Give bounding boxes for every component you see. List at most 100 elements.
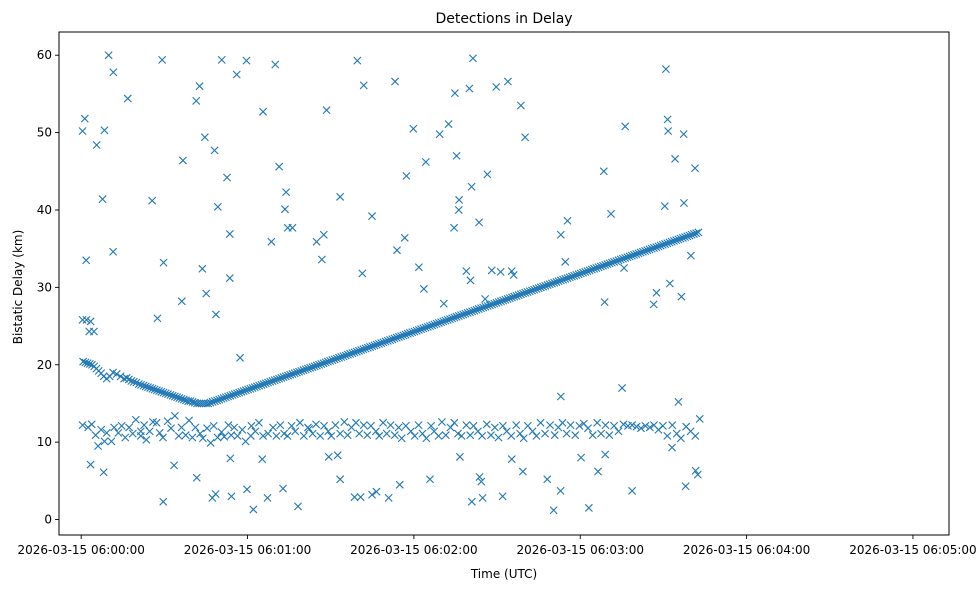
data-point-x-marker: [512, 421, 521, 430]
data-point-x-marker: [170, 461, 179, 470]
data-point-x-marker: [550, 431, 559, 440]
data-point-x-marker: [521, 288, 530, 297]
data-point-x-marker: [462, 267, 471, 276]
data-point-x-marker: [386, 421, 395, 430]
data-point-x-marker: [267, 237, 276, 246]
data-point-x-marker: [652, 243, 661, 252]
data-point-x-marker: [254, 418, 263, 427]
data-point-x-marker: [466, 276, 475, 285]
data-point-x-marker: [658, 240, 667, 249]
data-point-x-marker: [532, 431, 541, 440]
data-point-x-marker: [671, 154, 680, 163]
data-point-x-marker: [421, 323, 430, 332]
data-point-x-marker: [264, 429, 273, 438]
data-point-x-marker: [394, 332, 403, 341]
data-point-x-marker: [692, 229, 701, 238]
data-point-x-marker: [178, 156, 187, 165]
data-point-x-marker: [425, 322, 434, 331]
data-point-x-marker: [277, 373, 286, 382]
data-point-x-marker: [299, 366, 308, 375]
data-point-x-marker: [264, 378, 273, 387]
data-point-x-marker: [695, 414, 704, 423]
data-point-x-marker: [368, 490, 377, 499]
data-point-x-marker: [432, 319, 441, 328]
data-point-x-marker: [336, 429, 345, 438]
data-point-x-marker: [137, 380, 146, 389]
data-point-x-marker: [441, 431, 450, 440]
data-point-x-marker: [536, 418, 545, 427]
data-point-x-marker: [475, 218, 484, 227]
data-point-x-marker: [481, 294, 490, 303]
data-point-x-marker: [100, 126, 109, 135]
data-point-x-marker: [587, 265, 596, 274]
data-point-x-marker: [693, 470, 702, 479]
data-point-x-marker: [80, 114, 89, 123]
data-point-x-marker: [337, 353, 346, 362]
data-point-x-marker: [179, 395, 188, 404]
data-point-x-marker: [669, 236, 678, 245]
data-point-x-marker: [155, 387, 164, 396]
data-point-x-marker: [434, 318, 443, 327]
data-point-x-marker: [496, 267, 505, 276]
data-point-x-marker: [466, 431, 475, 440]
data-point-x-marker: [99, 468, 108, 477]
data-point-x-marker: [494, 433, 503, 442]
data-point-x-marker: [514, 291, 523, 300]
data-point-x-marker: [614, 427, 623, 436]
data-point-x-marker: [485, 301, 494, 310]
data-point-x-marker: [295, 367, 304, 376]
data-point-x-marker: [632, 422, 641, 431]
data-point-x-marker: [85, 359, 94, 368]
data-point-x-marker: [198, 264, 207, 273]
data-point-x-marker: [647, 244, 656, 253]
data-point-x-marker: [482, 420, 491, 429]
data-point-x-marker: [368, 342, 377, 351]
data-point-x-marker: [503, 294, 512, 303]
data-point-x-marker: [279, 373, 288, 382]
data-point-x-marker: [192, 473, 201, 482]
data-point-x-marker: [400, 233, 409, 242]
data-point-x-marker: [238, 425, 247, 434]
data-point-x-marker: [252, 382, 261, 391]
data-point-x-marker: [562, 429, 571, 438]
data-point-x-marker: [663, 115, 672, 124]
data-point-x-marker: [507, 431, 516, 440]
data-point-x-marker: [341, 351, 350, 360]
data-point-x-marker: [465, 84, 474, 93]
data-point-x-marker: [410, 431, 419, 440]
data-point-x-marker: [78, 315, 87, 324]
data-point-x-marker: [192, 96, 201, 105]
data-point-x-marker: [391, 77, 400, 86]
data-point-x-marker: [78, 127, 87, 136]
data-point-x-marker: [368, 212, 377, 221]
data-point-x-marker: [664, 127, 673, 136]
data-point-x-marker: [139, 381, 148, 390]
data-point-x-marker: [280, 205, 289, 214]
x-tick-label: 2026-03-15 06:03:00: [517, 543, 644, 557]
data-point-x-marker: [363, 343, 372, 352]
data-point-x-marker: [625, 252, 634, 261]
data-point-x-marker: [572, 270, 581, 279]
chart-title: Detections in Delay: [435, 11, 572, 27]
data-point-x-marker: [244, 385, 253, 394]
data-point-x-marker: [239, 387, 248, 396]
data-point-x-marker: [159, 388, 168, 397]
data-point-x-marker: [650, 243, 658, 252]
data-point-x-marker: [109, 68, 118, 77]
data-point-x-marker: [266, 377, 275, 386]
data-point-x-marker: [507, 267, 516, 276]
data-point-x-marker: [428, 321, 437, 330]
data-point-x-marker: [316, 431, 325, 440]
data-point-x-marker: [581, 267, 590, 276]
data-point-x-marker: [676, 434, 685, 443]
plot-area: [78, 51, 704, 515]
data-point-x-marker: [324, 452, 333, 461]
data-point-x-marker: [530, 285, 539, 294]
data-point-x-marker: [636, 248, 645, 257]
data-point-x-marker: [236, 353, 245, 362]
data-point-x-marker: [82, 256, 91, 265]
data-point-x-marker: [618, 383, 627, 392]
data-point-x-marker: [478, 431, 487, 440]
data-point-x-marker: [208, 397, 217, 406]
data-point-x-marker: [508, 293, 517, 302]
